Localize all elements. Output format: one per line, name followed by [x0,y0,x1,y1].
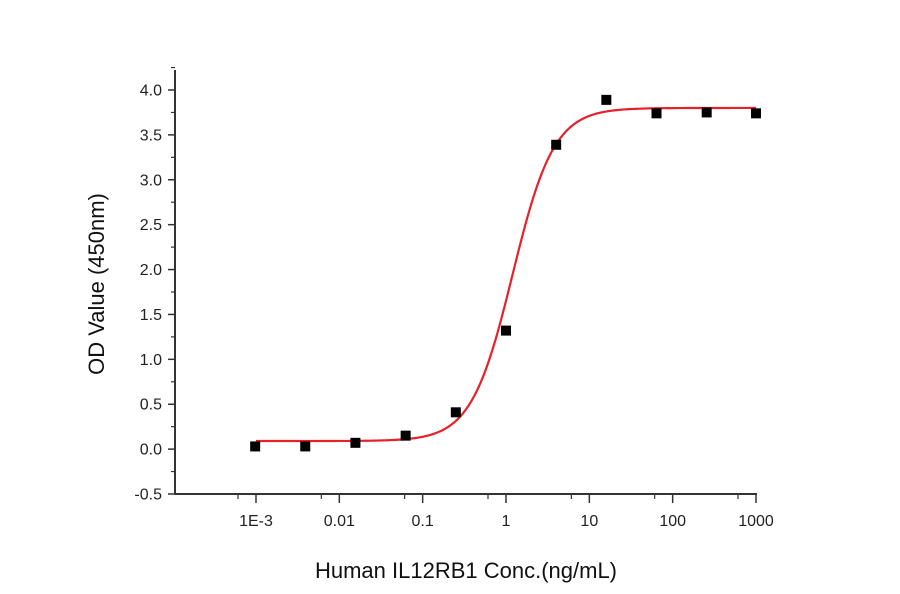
data-point-marker [350,437,361,448]
x-tick-label: 0.1 [412,513,434,530]
data-markers [250,94,761,452]
y-tick-label: 2.5 [140,217,162,234]
data-point-marker [400,430,411,441]
y-tick-label: 2.0 [140,262,162,279]
x-tick-label: 100 [659,513,686,530]
y-tick-label: 1.5 [140,307,162,324]
data-point-marker [751,108,761,119]
x-tick-label: 1E-3 [239,513,273,530]
y-axis-ticks: 4.0 3.5 3.0 2.5 2.0 1.5 1.0 0.5 0.0 -0.5 [134,66,175,504]
x-axis-title: Human IL12RB1 Conc.(ng/mL) [315,558,617,583]
y-tick-label: 0.5 [140,397,162,414]
data-point-marker [300,441,311,452]
x-axis-ticks: 1E-3 0.01 0.1 1 10 100 1000 [237,494,774,530]
fit-curve [256,106,756,443]
x-tick-label: 0.01 [324,513,355,530]
x-tick-label: 1000 [738,513,774,530]
y-tick-label: 0.0 [140,442,162,459]
data-point-marker [601,94,612,105]
x-tick-label: 1 [502,513,511,530]
data-point-marker [450,407,461,418]
y-tick-label: 3.5 [140,127,162,144]
x-tick-label: 10 [580,513,598,530]
data-point-marker [250,441,261,452]
data-point-marker [501,325,511,336]
data-point-marker [651,108,662,119]
y-tick-label: 1.0 [140,352,162,369]
data-point-marker [701,107,712,118]
y-tick-label: -0.5 [134,487,162,504]
y-axis-title: OD Value (450nm) [84,193,109,375]
y-tick-label: 3.0 [140,172,162,189]
data-point-marker [551,139,562,150]
y-tick-label: 4.0 [140,83,162,100]
plot-axes: 4.0 3.5 3.0 2.5 2.0 1.5 1.0 0.5 0.0 -0.5 1E-3 0.01… [134,66,774,530]
